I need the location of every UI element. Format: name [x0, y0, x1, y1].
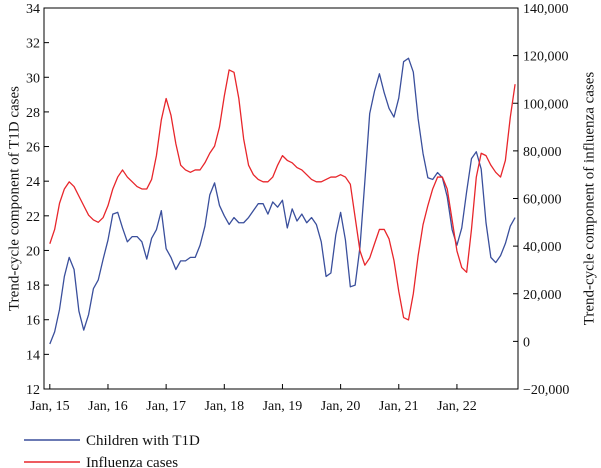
- legend-label-influenza: Influenza cases: [86, 455, 178, 468]
- y-left-tick-label: 24: [26, 175, 40, 190]
- y-right-tick-label: 60,000: [523, 193, 562, 208]
- y-axis-left-title: Trend-cycle component of T1D cases: [6, 86, 22, 311]
- series-layer: [49, 57, 516, 345]
- y-right-tick-label: 120,000: [523, 50, 569, 65]
- y-left-tick-label: 30: [26, 71, 40, 86]
- x-tick-label: Jan, 21: [379, 399, 419, 414]
- y-left-tick-label: 12: [26, 383, 40, 398]
- y-left-tick-label: 32: [26, 37, 40, 52]
- y-left-tick-label: 18: [26, 279, 40, 294]
- y-left-tick-label: 20: [26, 244, 40, 259]
- y-right-tick-label: 40,000: [523, 240, 562, 255]
- y-right-tick-label: 140,000: [523, 2, 569, 17]
- axes-layer: 12 14 16 18 20 22 24 26 28 30 32 34 −20,000 0 20,000 40…: [26, 2, 569, 414]
- x-tick-label: Jan, 20: [321, 399, 361, 414]
- series-line-t1d: [49, 57, 516, 345]
- y-right-tick-label: 20,000: [523, 288, 562, 303]
- x-tick-label: Jan, 16: [88, 399, 128, 414]
- y-left-tick-label: 26: [26, 141, 40, 156]
- x-tick-label: Jan, 18: [204, 399, 244, 414]
- legend: Children with T1D Influenza cases: [24, 433, 200, 468]
- y-left-tick-label: 22: [26, 210, 40, 225]
- x-tick-label: Jan, 17: [146, 399, 186, 414]
- series-line-influenza: [49, 69, 516, 321]
- x-tick-label: Jan, 22: [437, 399, 477, 414]
- y-right-tick-label: −20,000: [523, 383, 569, 398]
- x-tick-label: Jan, 15: [30, 399, 70, 414]
- x-tick-label: Jan, 19: [263, 399, 303, 414]
- y-left-tick-label: 34: [26, 2, 40, 17]
- y-left-tick-label: 14: [26, 348, 40, 363]
- y-axis-right-title: Trend-cycle component of influenza cases: [581, 72, 597, 326]
- legend-label-t1d: Children with T1D: [86, 433, 200, 449]
- y-left-tick-label: 16: [26, 314, 40, 329]
- y-right-tick-label: 0: [523, 335, 530, 350]
- y-right-tick-label: 100,000: [523, 97, 569, 112]
- y-right-tick-label: 80,000: [523, 145, 562, 160]
- y-left-tick-label: 28: [26, 106, 40, 121]
